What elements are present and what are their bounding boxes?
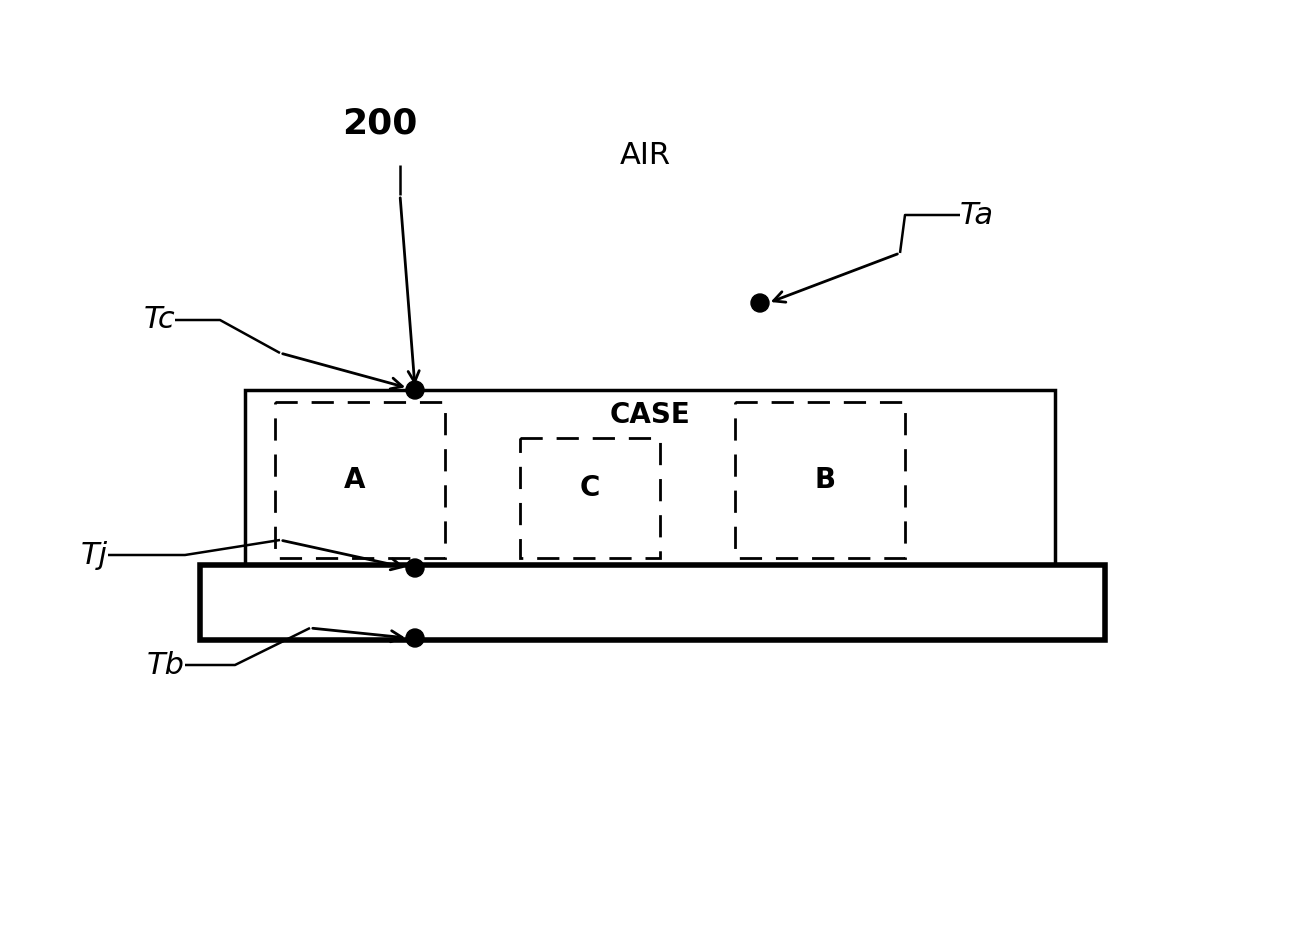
Bar <box>245 390 1055 565</box>
Circle shape <box>751 294 769 312</box>
Text: Tb: Tb <box>147 651 185 679</box>
Bar <box>199 565 1105 640</box>
Text: AIR: AIR <box>620 140 671 170</box>
Text: B: B <box>814 466 835 494</box>
Text: Tj: Tj <box>81 541 108 570</box>
Circle shape <box>407 629 423 647</box>
Circle shape <box>407 559 423 577</box>
Bar <box>735 402 906 558</box>
Text: A: A <box>344 466 366 494</box>
Text: CASE: CASE <box>610 401 691 429</box>
Bar <box>520 438 661 558</box>
Bar <box>275 402 446 558</box>
Text: Ta: Ta <box>960 201 994 230</box>
Text: C: C <box>580 474 601 502</box>
Text: 200: 200 <box>343 106 418 140</box>
Text: Tc: Tc <box>143 305 175 334</box>
Circle shape <box>407 381 423 399</box>
